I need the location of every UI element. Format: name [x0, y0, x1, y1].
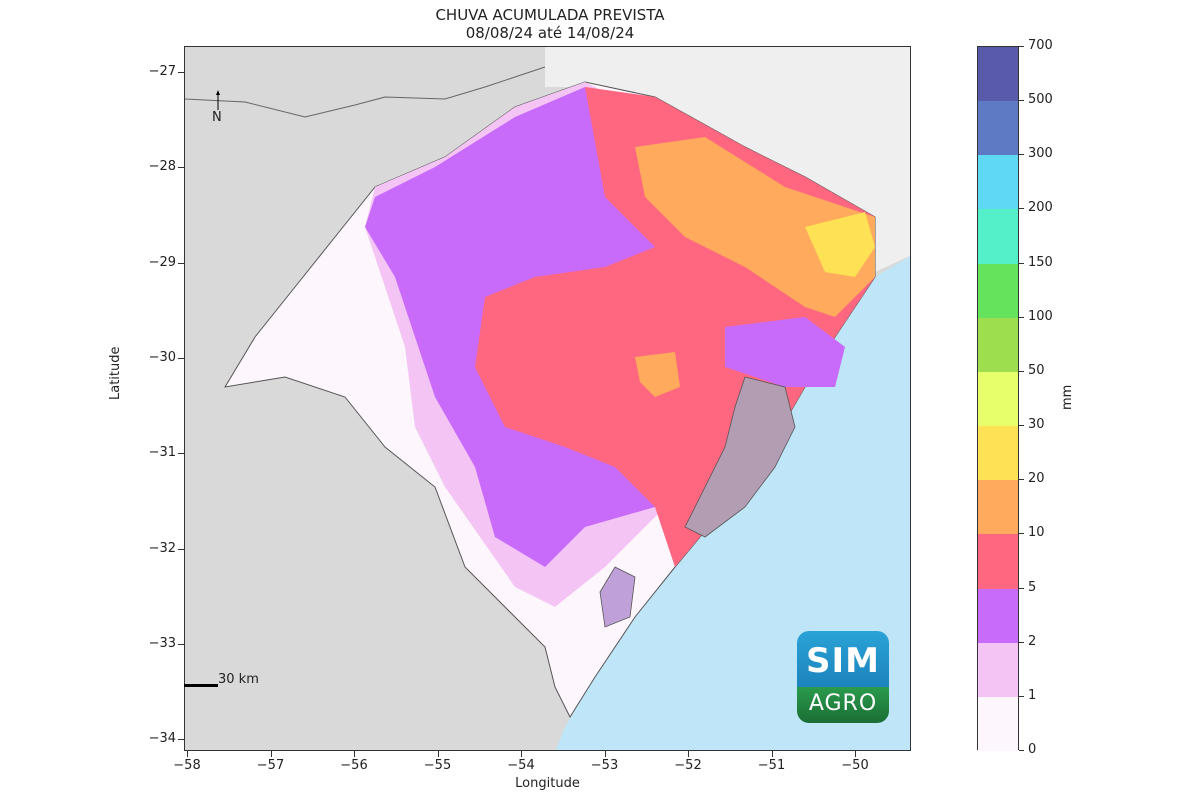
x-axis-label: Longitude — [515, 776, 580, 791]
scale-bar — [184, 684, 218, 687]
x-tick-label: −57 — [256, 758, 285, 773]
colorbar-segment — [978, 371, 1018, 427]
logo-top-text: SIM — [797, 631, 889, 687]
colorbar-unit: mm — [1060, 384, 1075, 410]
x-tick-label: −52 — [674, 758, 702, 773]
colorbar-segment — [978, 101, 1018, 156]
x-tick-label: −54 — [507, 758, 535, 773]
x-tick-mark — [771, 751, 773, 757]
colorbar-tick-mark — [1019, 208, 1024, 210]
colorbar-tick-label: 10 — [1028, 525, 1045, 541]
y-tick-mark — [178, 167, 184, 169]
x-tick-label: −53 — [590, 758, 619, 773]
north-arrow-icon — [216, 90, 220, 110]
colorbar-tick-mark — [1019, 154, 1024, 156]
x-tick-mark — [855, 751, 856, 757]
colorbar-segment — [978, 426, 1018, 481]
y-tick-label: −32 — [148, 540, 176, 556]
colorbar-tick-mark — [1019, 262, 1024, 264]
colorbar-tick-mark — [1019, 316, 1024, 318]
colorbar-tick-label: 700 — [1028, 38, 1053, 53]
colorbar-tick-label: 0 — [1028, 742, 1037, 757]
colorbar-tick-label: 1 — [1028, 687, 1037, 703]
scale-label: 30 km — [218, 672, 259, 687]
colorbar-tick-label: 500 — [1028, 92, 1053, 108]
y-tick-label: −31 — [148, 445, 176, 461]
colorbar-segment — [978, 696, 1018, 751]
colorbar-segment — [978, 534, 1018, 589]
colorbar-tick-label: 100 — [1028, 308, 1053, 324]
lagoon — [684, 376, 796, 538]
colorbar-tick-mark — [1019, 533, 1024, 535]
sim-agro-logo: SIM AGRO — [797, 631, 889, 723]
colorbar-tick-label: 30 — [1028, 417, 1045, 433]
chart-title: CHUVA ACUMULADA PREVISTA 08/08/24 até 14… — [0, 6, 1100, 42]
x-tick-mark — [604, 751, 606, 757]
colorbar-tick-mark — [1019, 100, 1024, 102]
logo-bottom-text: AGRO — [797, 687, 889, 723]
x-tick-mark — [270, 751, 272, 757]
colorbar-segment — [978, 642, 1018, 697]
y-tick-mark — [178, 739, 184, 741]
rain-zone-10-20mm — [635, 137, 875, 317]
x-tick-label: −56 — [340, 758, 368, 773]
colorbar-segment — [978, 480, 1018, 535]
colorbar-tick-mark — [1019, 750, 1024, 751]
colorbar-tick-label: 20 — [1028, 471, 1045, 487]
colorbar-tick-label: 50 — [1028, 362, 1045, 378]
x-tick-mark — [437, 751, 439, 757]
x-tick-label: −58 — [173, 758, 201, 773]
north-label: N — [212, 110, 222, 125]
y-tick-label: −34 — [148, 731, 176, 747]
rain-zone-2-5mm-east — [725, 317, 845, 387]
colorbar-tick-mark — [1019, 370, 1024, 372]
title-line-2: 08/08/24 até 14/08/24 — [465, 24, 635, 42]
y-tick-label: −27 — [148, 64, 176, 79]
colorbar-tick-label: 300 — [1028, 146, 1053, 162]
colorbar-tick-label: 5 — [1028, 579, 1037, 595]
y-tick-mark — [178, 72, 184, 73]
y-tick-mark — [178, 548, 184, 550]
colorbar-tick-label: 2 — [1028, 633, 1037, 649]
colorbar-tick-mark — [1019, 479, 1024, 481]
y-tick-mark — [178, 262, 184, 264]
x-tick-mark — [688, 751, 689, 757]
colorbar-tick-mark — [1019, 695, 1024, 697]
colorbar-segment — [978, 588, 1018, 643]
x-tick-mark — [187, 751, 188, 757]
colorbar-segment — [978, 47, 1018, 102]
rain-zone-10-20mm-patch — [635, 352, 680, 397]
lagoon-south — [599, 566, 636, 628]
colorbar-tick-mark — [1019, 641, 1024, 643]
x-tick-label: −51 — [757, 758, 786, 773]
y-tick-mark — [178, 643, 184, 645]
colorbar-tick-mark — [1019, 46, 1024, 47]
x-tick-mark — [354, 751, 355, 757]
y-tick-label: −30 — [148, 349, 176, 365]
colorbar-segment — [978, 209, 1018, 264]
map-svg — [185, 47, 910, 750]
rain-zone-20-30mm — [805, 212, 875, 277]
colorbar-tick-label: 200 — [1028, 200, 1053, 216]
colorbar — [977, 46, 1019, 751]
colorbar-segment — [978, 263, 1018, 318]
colorbar-tick-label: 150 — [1028, 254, 1053, 270]
x-tick-label: −55 — [423, 758, 452, 773]
map-area — [184, 46, 911, 751]
colorbar-segment — [978, 155, 1018, 210]
colorbar-segment — [978, 317, 1018, 372]
x-tick-label: −50 — [841, 758, 869, 773]
colorbar-tick-mark — [1019, 587, 1024, 589]
y-tick-label: −33 — [148, 635, 176, 651]
y-tick-label: −28 — [148, 159, 176, 175]
y-tick-mark — [178, 357, 184, 359]
x-tick-mark — [521, 751, 522, 757]
y-tick-mark — [178, 453, 184, 455]
colorbar-tick-mark — [1019, 425, 1024, 427]
y-tick-label: −29 — [148, 254, 176, 270]
title-line-1: CHUVA ACUMULADA PREVISTA — [435, 6, 665, 24]
northern-border — [185, 66, 546, 118]
